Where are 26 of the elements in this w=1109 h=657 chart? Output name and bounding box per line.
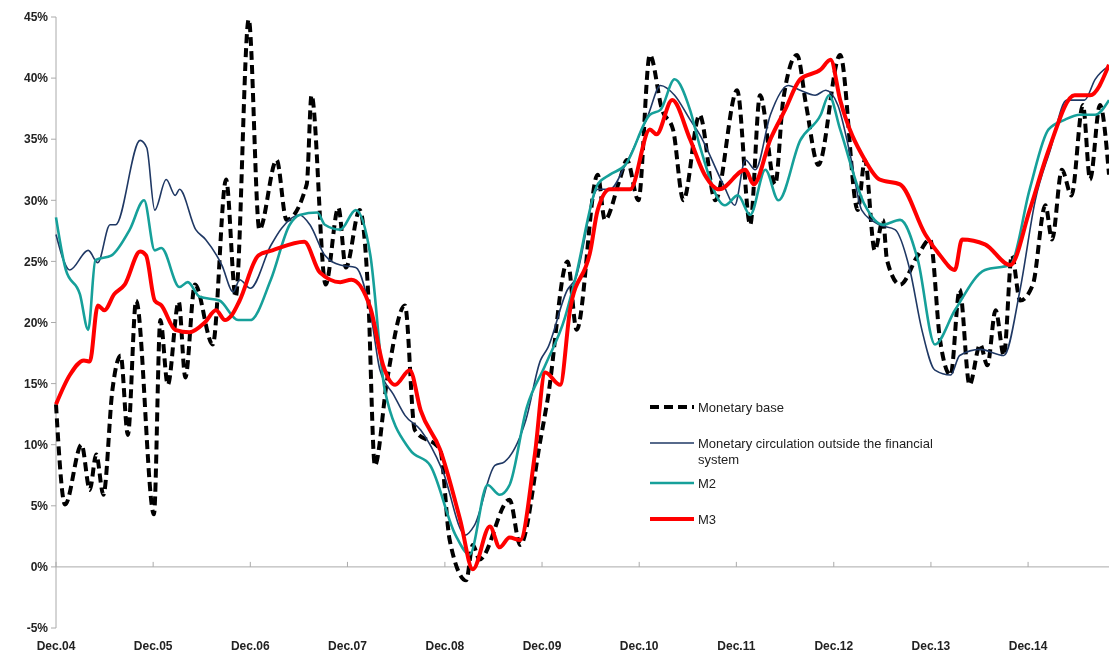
x-tick-label: Dec.06 <box>230 639 270 653</box>
y-tick-label: 45% <box>23 10 49 25</box>
legend-label: M3 <box>698 511 717 527</box>
legend-label: Monetary base <box>698 399 784 415</box>
x-tick-label: Dec.08 <box>425 639 465 653</box>
x-tick-label: Dec.12 <box>814 639 854 653</box>
x-tick-label: Dec.07 <box>328 639 368 653</box>
y-tick-label: 10% <box>23 437 49 452</box>
y-tick-label: 40% <box>23 71 49 86</box>
x-tick-label: Dec.10 <box>619 639 659 653</box>
y-tick-label: -5% <box>26 621 49 636</box>
x-tick-label: Dec.05 <box>133 639 173 653</box>
y-tick-label: 0% <box>30 560 49 575</box>
legend-label: M2 <box>698 475 717 491</box>
y-tick-label: 5% <box>30 499 49 513</box>
x-tick-label: Dec.14 <box>1008 639 1048 653</box>
y-tick-label: 20% <box>23 315 49 330</box>
y-tick-label: 35% <box>23 132 49 147</box>
legend-label: Monetary circulation outside the financial system <box>698 435 933 467</box>
y-tick-label: 25% <box>23 254 49 269</box>
x-tick-label: Dec.11 <box>717 639 756 653</box>
x-tick-label: Dec.13 <box>911 639 951 653</box>
x-tick-label: Dec.04 <box>36 639 76 653</box>
y-tick-label: 30% <box>23 193 49 208</box>
x-tick-label: Dec.09 <box>522 639 562 653</box>
y-tick-label: 15% <box>23 376 49 391</box>
